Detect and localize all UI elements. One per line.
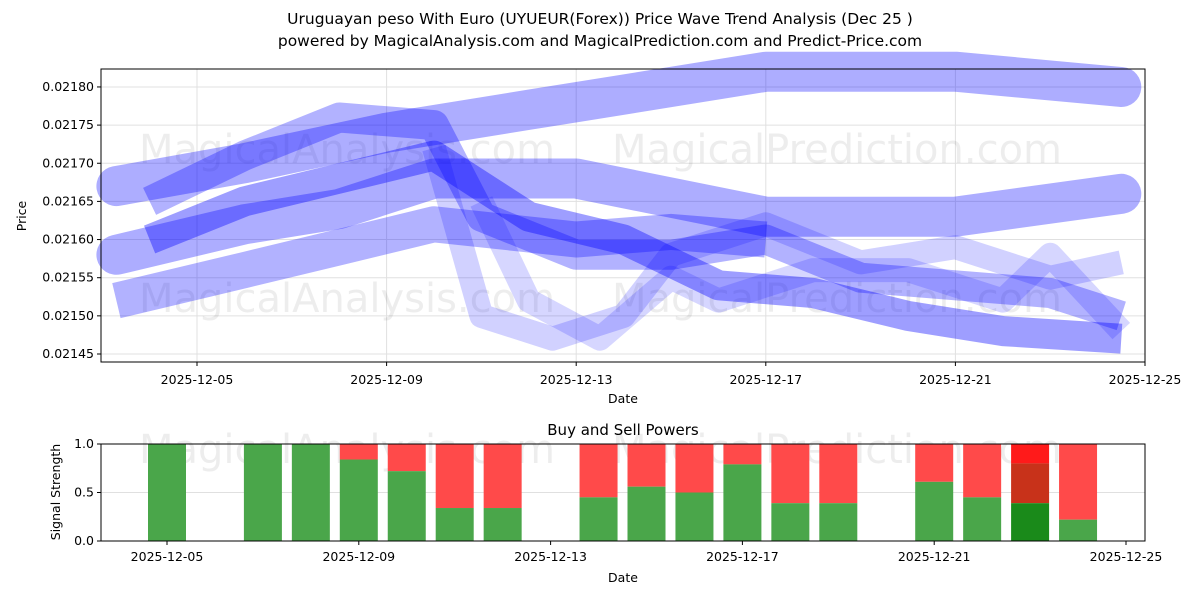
sell-bar [723, 444, 762, 465]
x-tick-label: 2025-12-05 [131, 549, 204, 564]
x-tick-label: 2025-12-05 [161, 372, 234, 387]
sell-bar [963, 444, 1002, 498]
plot-frame [100, 68, 1146, 363]
watermark: MagicalPrediction.com [612, 127, 1062, 173]
buy-bar [915, 481, 954, 541]
x-tick-label: 2025-12-17 [729, 372, 802, 387]
sell-bar [1011, 444, 1050, 464]
buy-bar [627, 486, 666, 541]
buy-bar [819, 503, 858, 541]
sell-bar [627, 444, 666, 487]
wave-series-wave-lower [112, 206, 768, 319]
x-tick-label: 2025-12-21 [919, 372, 992, 387]
buy-bar [963, 497, 1002, 541]
buy-bar [1011, 503, 1050, 541]
sell-bar [339, 444, 378, 460]
watermark: MagicalAnalysis.com [139, 127, 555, 173]
y-tick-label: 0.02180 [42, 79, 94, 94]
buy-bar [291, 444, 330, 541]
x-tick-label: 2025-12-13 [540, 372, 613, 387]
watermark: MagicalAnalysis.com [139, 276, 555, 322]
y-tick-label: 0.02175 [42, 117, 94, 132]
sell-bar [915, 444, 954, 482]
sell-bar [483, 444, 522, 509]
buy-bar [675, 492, 714, 541]
watermark: MagicalPrediction.com [612, 276, 1062, 322]
bottom-chart-title: Buy and Sell Powers [547, 421, 699, 439]
buy-bar [771, 503, 810, 541]
x-tick-label: 2025-12-25 [1090, 549, 1163, 564]
x-tick-label: 2025-12-17 [706, 549, 779, 564]
chart-subtitle: powered by MagicalAnalysis.com and Magic… [277, 32, 923, 50]
x-tick-label: 2025-12-25 [1109, 372, 1182, 387]
chart-title: Uruguayan peso With Euro (UYUEUR(Forex))… [287, 10, 913, 28]
sell-bar [1059, 444, 1098, 520]
y-tick-label: 0.02170 [42, 155, 94, 170]
y-tick-label: 0.02155 [42, 270, 94, 285]
plot-frame [100, 443, 1146, 542]
x-tick-label: 2025-12-13 [514, 549, 587, 564]
sell-bar [771, 444, 810, 504]
buy-bar [483, 508, 522, 541]
x-tick-label: 2025-12-21 [898, 549, 971, 564]
sell-bar [579, 444, 618, 498]
buy-bar [1059, 519, 1098, 541]
x-tick-label: 2025-12-09 [322, 549, 395, 564]
buy-bar [723, 464, 762, 541]
sell-bar [387, 444, 426, 472]
wave-series-wave-dip2 [470, 196, 1131, 351]
x-tick-label: 2025-12-09 [350, 372, 423, 387]
sell-bar [675, 444, 714, 493]
wave-series-wave-peak [143, 102, 1126, 331]
sell-bar [819, 444, 858, 504]
wave-series-wave-upper [96, 51, 1142, 207]
y-axis-label: Price [14, 200, 29, 231]
x-axis-label: Date [608, 570, 638, 585]
sell-bar [1011, 463, 1050, 504]
x-axis-label: Date [608, 391, 638, 406]
y-tick-label: 0.02165 [42, 193, 94, 208]
y-axis-label: Signal Strength [48, 444, 63, 540]
buy-bar [339, 459, 378, 541]
wave-series-wave-middle [96, 158, 1142, 275]
buy-bar [148, 444, 186, 541]
y-tick-label: 0.0 [74, 533, 94, 548]
buy-bar [387, 471, 426, 541]
y-tick-label: 0.02145 [42, 346, 94, 361]
buy-bar [435, 508, 474, 541]
wave-series-wave-dip [422, 144, 1124, 351]
buy-bar [579, 497, 618, 541]
y-tick-label: 0.02160 [42, 232, 94, 247]
y-tick-label: 0.02150 [42, 308, 94, 323]
y-tick-label: 1.0 [74, 436, 94, 451]
buy-bar [243, 444, 282, 541]
y-tick-label: 0.5 [74, 485, 94, 500]
sell-bar [435, 444, 474, 509]
wave-series-wave-trend [144, 140, 1123, 354]
